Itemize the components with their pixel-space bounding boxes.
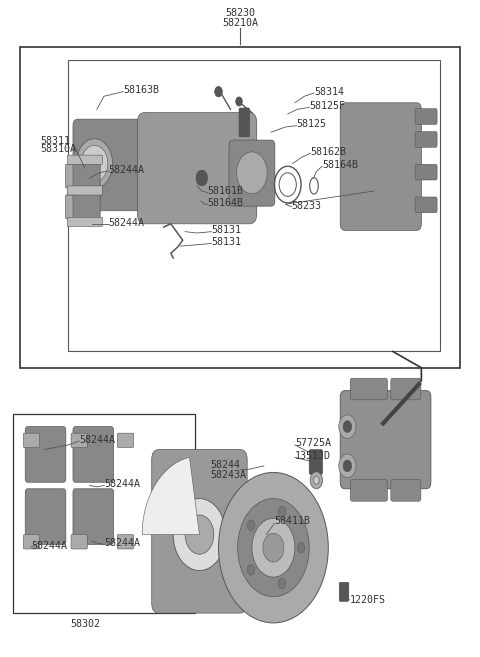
FancyBboxPatch shape xyxy=(65,164,73,188)
Text: 1220FS: 1220FS xyxy=(350,595,386,605)
Circle shape xyxy=(343,460,352,472)
Text: 58310A: 58310A xyxy=(40,145,76,154)
Circle shape xyxy=(237,152,267,194)
Wedge shape xyxy=(142,457,199,535)
Circle shape xyxy=(252,518,295,577)
FancyBboxPatch shape xyxy=(229,140,275,206)
FancyBboxPatch shape xyxy=(391,480,421,501)
Text: 58230: 58230 xyxy=(225,8,255,18)
FancyBboxPatch shape xyxy=(415,197,437,213)
Circle shape xyxy=(236,97,242,106)
FancyBboxPatch shape xyxy=(152,449,247,613)
Text: 1351JD: 1351JD xyxy=(295,451,331,461)
FancyBboxPatch shape xyxy=(117,535,133,549)
Circle shape xyxy=(339,415,356,438)
Text: 58210A: 58210A xyxy=(222,18,258,28)
Circle shape xyxy=(218,472,328,623)
Text: 58311: 58311 xyxy=(40,136,71,146)
Circle shape xyxy=(247,520,255,531)
Circle shape xyxy=(238,499,309,597)
Text: 58244A: 58244A xyxy=(79,435,115,445)
FancyBboxPatch shape xyxy=(67,187,103,196)
FancyBboxPatch shape xyxy=(340,391,431,489)
FancyBboxPatch shape xyxy=(70,191,100,221)
FancyBboxPatch shape xyxy=(350,480,387,501)
Text: 58244A: 58244A xyxy=(109,164,145,175)
Circle shape xyxy=(263,533,284,562)
FancyBboxPatch shape xyxy=(239,108,250,137)
FancyBboxPatch shape xyxy=(137,112,257,224)
Circle shape xyxy=(173,499,226,570)
Text: 58131: 58131 xyxy=(211,237,241,247)
Text: 58411B: 58411B xyxy=(275,516,311,526)
Text: 58125F: 58125F xyxy=(309,101,345,111)
Text: 58161B: 58161B xyxy=(207,186,243,196)
Circle shape xyxy=(76,139,113,189)
Text: 58314: 58314 xyxy=(314,87,344,97)
FancyBboxPatch shape xyxy=(340,102,421,231)
Circle shape xyxy=(339,454,356,478)
FancyBboxPatch shape xyxy=(24,433,39,447)
Circle shape xyxy=(310,472,323,489)
FancyBboxPatch shape xyxy=(415,108,437,124)
FancyBboxPatch shape xyxy=(73,119,144,211)
FancyBboxPatch shape xyxy=(67,155,103,164)
Text: 58233: 58233 xyxy=(291,200,322,210)
FancyBboxPatch shape xyxy=(67,186,103,195)
FancyBboxPatch shape xyxy=(309,449,323,474)
Text: 58244A: 58244A xyxy=(104,538,140,548)
Text: 57725A: 57725A xyxy=(295,438,331,448)
FancyBboxPatch shape xyxy=(415,131,437,147)
FancyBboxPatch shape xyxy=(24,535,39,549)
Text: 58244A: 58244A xyxy=(104,479,140,489)
Circle shape xyxy=(81,145,108,182)
Circle shape xyxy=(343,420,352,432)
Text: 58164B: 58164B xyxy=(207,198,243,208)
FancyBboxPatch shape xyxy=(117,433,133,447)
Circle shape xyxy=(313,476,319,484)
Text: 58163B: 58163B xyxy=(123,85,159,95)
FancyBboxPatch shape xyxy=(70,160,100,191)
FancyBboxPatch shape xyxy=(25,489,66,545)
Text: 58244: 58244 xyxy=(210,460,240,470)
Text: 58131: 58131 xyxy=(211,225,241,235)
Text: 58125: 58125 xyxy=(296,120,326,129)
Circle shape xyxy=(278,579,286,589)
FancyBboxPatch shape xyxy=(415,164,437,180)
FancyBboxPatch shape xyxy=(350,378,387,400)
Text: 58244A: 58244A xyxy=(31,541,67,551)
Text: 58302: 58302 xyxy=(70,619,100,629)
Circle shape xyxy=(196,170,207,186)
Text: 58164B: 58164B xyxy=(322,160,358,170)
Circle shape xyxy=(185,515,214,555)
Circle shape xyxy=(215,87,222,97)
FancyBboxPatch shape xyxy=(73,426,114,482)
FancyBboxPatch shape xyxy=(65,195,73,219)
Circle shape xyxy=(247,565,255,575)
FancyBboxPatch shape xyxy=(71,535,87,549)
FancyBboxPatch shape xyxy=(391,378,421,400)
Text: 58162B: 58162B xyxy=(311,147,347,157)
Text: 58244A: 58244A xyxy=(109,217,145,227)
FancyBboxPatch shape xyxy=(67,217,103,227)
FancyBboxPatch shape xyxy=(71,433,87,447)
Text: 58243A: 58243A xyxy=(210,470,246,480)
FancyBboxPatch shape xyxy=(339,582,349,601)
Circle shape xyxy=(278,507,286,517)
Circle shape xyxy=(297,543,305,553)
FancyBboxPatch shape xyxy=(25,426,66,482)
FancyBboxPatch shape xyxy=(73,489,114,545)
